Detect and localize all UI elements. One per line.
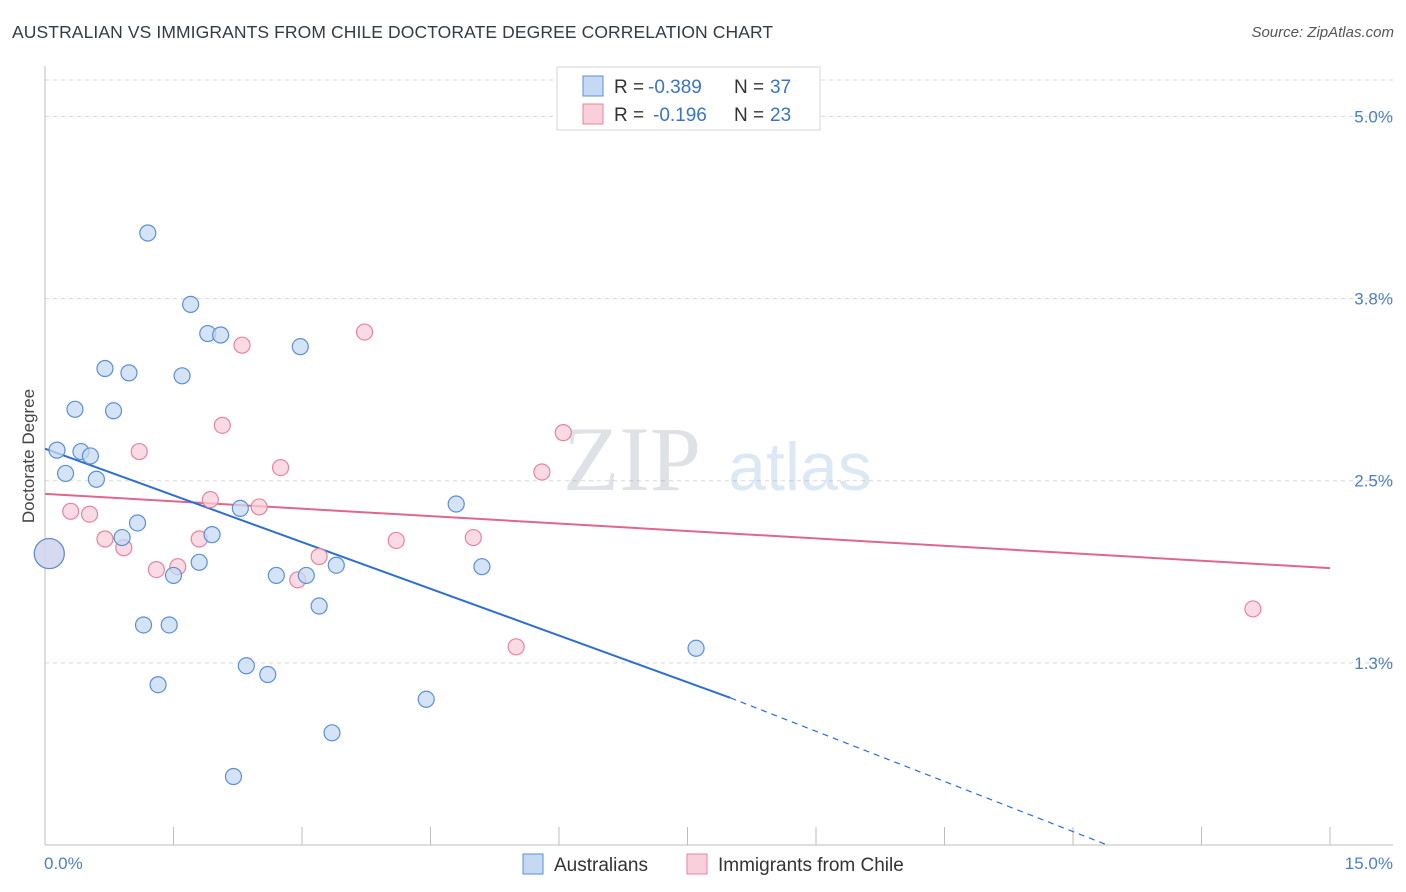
chile-point-11	[96, 530, 114, 548]
australians-point-23	[164, 566, 183, 585]
australians-point-18	[113, 528, 131, 547]
australians-point-13	[56, 464, 75, 483]
australians-point-19	[203, 526, 221, 544]
bottom-legend-swatch-australians	[522, 853, 544, 875]
trend-line-australians	[44, 447, 731, 699]
australians-point-6	[120, 364, 138, 382]
y-tick-label-0: 1.3%	[1354, 654, 1393, 673]
tick-labels: 1.3% 2.5% 3.8% 5.0% 0.0% 15.0%	[44, 107, 1393, 873]
chile-point-6	[533, 463, 551, 481]
legend-swatch-pink	[582, 103, 604, 125]
australians-point-33	[417, 690, 435, 708]
australians-point-36	[33, 537, 65, 570]
chile-point-1	[233, 336, 251, 354]
chile-point-8	[62, 502, 80, 520]
chile-point-2	[213, 416, 231, 434]
source-label: Source: ZipAtlas.com	[1251, 24, 1394, 41]
australians-point-8	[66, 400, 84, 418]
australians-point-29	[687, 639, 705, 657]
australians-point-0	[139, 224, 157, 242]
chile-point-21	[507, 638, 525, 656]
chile-point-3	[554, 424, 572, 442]
australians-point-24	[267, 566, 285, 585]
australians-point-27	[134, 616, 153, 634]
legend-n-label-blue: N =	[734, 77, 764, 98]
australians-point-9	[104, 402, 123, 420]
chile-point-14	[464, 528, 482, 547]
australians-point-10	[48, 441, 66, 459]
australians-point-20	[190, 553, 208, 571]
legend-box: R = -0.389 N = 37 R = -0.196 N = 23	[556, 66, 821, 131]
y-axis-label: Doctorate Degree	[19, 389, 38, 523]
legend-r-value-blue: -0.389	[648, 77, 702, 98]
chile-point-9	[250, 498, 268, 516]
legend-n-value-pink: 23	[770, 105, 791, 126]
chile-point-10	[80, 505, 99, 523]
watermark: ZIP atlas	[563, 408, 872, 510]
australians-point-7	[173, 367, 191, 385]
australians-point-5	[96, 359, 114, 378]
australians-point-17	[128, 514, 147, 532]
chile-point-13	[387, 531, 405, 550]
legend-r-label-pink: R =	[614, 105, 644, 126]
data-points	[33, 224, 1262, 786]
australians-point-21	[327, 556, 345, 574]
legend-swatch-blue	[582, 75, 604, 97]
gridlines	[45, 79, 1393, 664]
legend-r-value-pink: -0.196	[653, 105, 707, 126]
bottom-legend-swatch-chile	[686, 853, 708, 875]
australians-point-22	[473, 558, 491, 576]
australians-point-1	[182, 295, 200, 313]
chile-point-0	[355, 323, 374, 341]
bottom-legend-australians: Australians	[554, 855, 648, 876]
trend-line-australians-extension	[730, 697, 1108, 846]
chile-point-20	[1244, 600, 1262, 618]
bottom-legend: Australians Immigrants from Chile	[522, 853, 904, 876]
x-tick-label-0: 0.0%	[44, 854, 83, 873]
y-tick-label-3: 5.0%	[1354, 107, 1393, 126]
legend-n-value-blue: 37	[770, 77, 791, 98]
australians-point-25	[297, 566, 315, 585]
australians-point-4	[291, 338, 309, 356]
y-tick-label-2: 3.8%	[1354, 290, 1393, 309]
australians-point-30	[237, 657, 255, 675]
x-tick-label-1: 15.0%	[1345, 854, 1393, 873]
australians-point-31	[259, 665, 277, 684]
australians-point-35	[224, 767, 243, 786]
chile-point-7	[201, 491, 219, 509]
australians-point-34	[323, 724, 341, 742]
watermark-zip: ZIP	[563, 408, 701, 510]
y-tick-label-1: 2.5%	[1354, 472, 1393, 491]
australians-point-15	[447, 495, 465, 513]
bottom-legend-chile: Immigrants from Chile	[718, 855, 904, 876]
watermark-atlas: atlas	[728, 429, 872, 505]
australians-point-14	[87, 470, 106, 488]
chile-point-16	[310, 547, 328, 566]
australians-point-3	[212, 326, 230, 344]
australians-point-32	[149, 676, 167, 694]
legend-n-label-pink: N =	[734, 105, 764, 126]
chile-point-4	[130, 442, 148, 461]
legend-r-label-blue: R =	[614, 77, 644, 98]
australians-point-26	[310, 597, 328, 615]
australians-point-16	[231, 499, 249, 517]
australians-point-28	[160, 616, 178, 634]
axes	[44, 66, 1393, 846]
chart-title: AUSTRALIAN VS IMMIGRANTS FROM CHILE DOCT…	[12, 22, 774, 42]
australians-point-12	[81, 447, 100, 465]
chile-point-18	[147, 560, 165, 579]
chile-point-5	[271, 459, 290, 477]
